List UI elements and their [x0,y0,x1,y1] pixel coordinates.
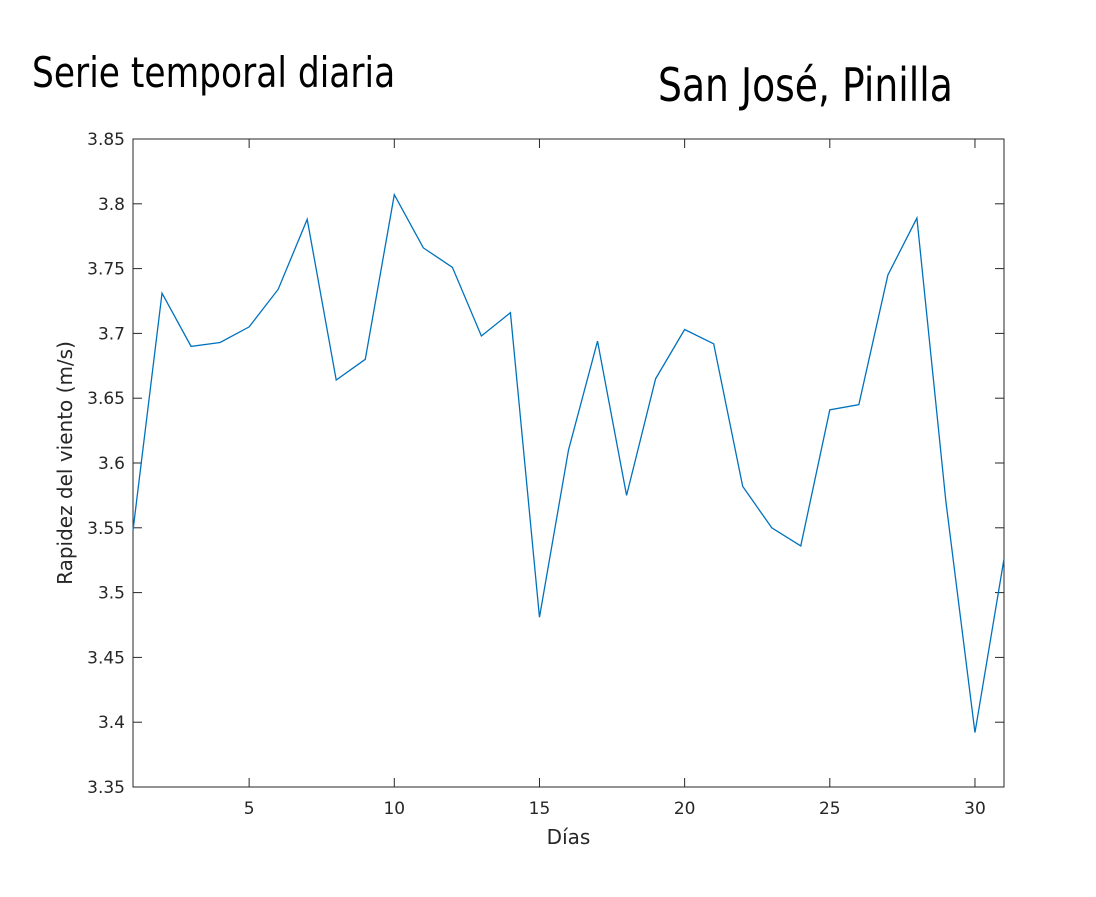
x-tick-label: 30 [964,799,986,819]
y-tick-label: 3.7 [98,324,125,344]
ticks-group: 5 10 15 20 25 30 3.35 3.4 3.45 3.5 3.55 3.6 3.65 3.7 3… [87,130,1004,819]
y-tick-label: 3.6 [98,454,125,474]
x-tick-label: 15 [529,799,551,819]
x-tick-label: 25 [819,799,841,819]
x-axis-label: Días [547,825,591,849]
plot-area-box [132,138,1005,788]
chart-title-left: Serie temporal diaria [32,48,396,97]
axes-group [132,138,1005,788]
series-line [132,192,1005,733]
y-tick-label: 3.45 [87,648,125,668]
y-tick-label: 3.4 [98,713,125,733]
y-tick-label: 3.75 [87,260,125,280]
y-tick-label: 3.5 [98,584,125,604]
y-tick-label: 3.85 [87,130,125,150]
y-tick-label: 3.65 [87,389,125,409]
series-group [132,192,1005,733]
x-tick-label: 5 [244,799,255,819]
chart-title-right: San José, Pinilla [658,58,953,112]
x-tick-label: 10 [383,799,405,819]
y-tick-label: 3.55 [87,519,125,539]
y-tick-label: 3.8 [98,195,125,215]
y-tick-label: 3.35 [87,778,125,798]
x-tick-label: 20 [674,799,696,819]
y-axis-label: Rapidez del viento (m/s) [53,341,77,585]
